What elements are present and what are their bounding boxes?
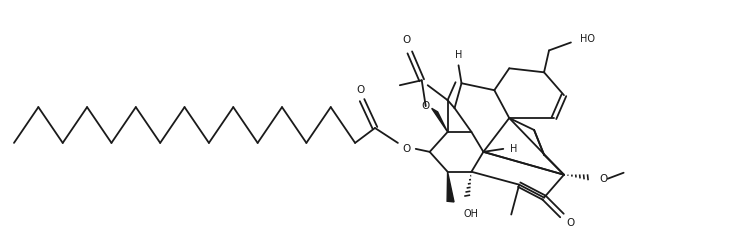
Text: H: H bbox=[455, 50, 463, 60]
Text: OH: OH bbox=[464, 208, 479, 218]
Text: HO: HO bbox=[580, 35, 595, 45]
Polygon shape bbox=[447, 172, 454, 202]
Text: O: O bbox=[567, 218, 575, 229]
Text: O: O bbox=[403, 36, 411, 45]
Text: H: H bbox=[510, 144, 517, 154]
Text: O: O bbox=[356, 85, 364, 95]
Text: O: O bbox=[421, 101, 430, 111]
Polygon shape bbox=[432, 108, 448, 132]
Text: O: O bbox=[600, 174, 608, 184]
Text: O: O bbox=[403, 144, 411, 154]
